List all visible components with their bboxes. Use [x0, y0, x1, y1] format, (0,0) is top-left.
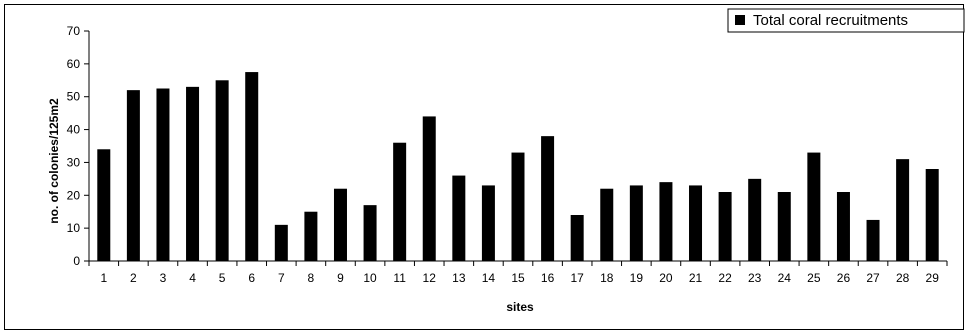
- legend-box: [727, 8, 965, 33]
- y-tick-label: 30: [67, 155, 81, 169]
- bar-site-27: [866, 219, 880, 261]
- bar-site-29: [925, 169, 939, 261]
- bar-site-25: [807, 152, 821, 261]
- bar-site-12: [422, 116, 436, 261]
- bar-site-13: [452, 175, 466, 261]
- y-tick-label: 10: [67, 221, 81, 235]
- y-tick-label: 0: [73, 254, 80, 268]
- x-tick-label: 16: [541, 271, 555, 285]
- x-tick-label: 17: [570, 271, 584, 285]
- bar-site-10: [363, 205, 377, 261]
- y-axis: 0 10 20 30 40 50 60 70: [67, 24, 90, 268]
- x-tick-label: 1: [100, 271, 107, 285]
- x-tick-label: 5: [219, 271, 226, 285]
- y-tick-label: 40: [67, 123, 81, 137]
- x-tick-label: 25: [807, 271, 821, 285]
- x-tick-label: 8: [308, 271, 315, 285]
- bar-site-4: [186, 86, 200, 261]
- legend-label: Total coral recruitments: [753, 12, 908, 29]
- bar-site-11: [393, 142, 407, 261]
- legend-swatch: [735, 15, 745, 25]
- x-tick-label: 20: [659, 271, 673, 285]
- x-tick-label: 27: [866, 271, 880, 285]
- bar-site-17: [570, 215, 584, 261]
- bar-site-19: [629, 185, 643, 261]
- bar-site-23: [748, 178, 762, 261]
- x-tick-label: 3: [160, 271, 167, 285]
- y-tick-label: 70: [67, 24, 81, 38]
- bar-site-21: [689, 185, 703, 261]
- bar-site-8: [304, 211, 318, 261]
- x-tick-label: 9: [337, 271, 344, 285]
- x-tick-label: 15: [511, 271, 525, 285]
- x-tick-label: 21: [689, 271, 703, 285]
- x-tick-label: 19: [630, 271, 644, 285]
- y-axis-title: no. of colonies/125m2: [47, 98, 61, 224]
- bar-site-7: [274, 224, 288, 261]
- bar-site-6: [245, 72, 259, 261]
- legend: Total coral recruitments: [727, 8, 965, 33]
- bar-site-24: [777, 192, 791, 261]
- bar-site-28: [896, 159, 910, 261]
- x-tick-label: 28: [896, 271, 910, 285]
- x-tick-label: 6: [248, 271, 255, 285]
- x-tick-label: 18: [600, 271, 614, 285]
- bar-site-5: [215, 80, 229, 262]
- x-tick-label: 10: [363, 271, 377, 285]
- bar-site-16: [541, 136, 555, 261]
- x-tick-label: 14: [482, 271, 496, 285]
- bar-site-14: [481, 185, 495, 261]
- bar-site-1: [97, 149, 111, 261]
- x-axis: 1 2 3 4 5 6 7 8 9 10 11 12 13 14 15 16 17 18 19 20 21 22 23 24 2…: [88, 260, 948, 285]
- bar-site-18: [600, 188, 614, 261]
- bar-site-15: [511, 152, 525, 261]
- y-tick-label: 50: [67, 90, 81, 104]
- y-tick-label: 60: [67, 57, 81, 71]
- x-tick-label: 24: [778, 271, 792, 285]
- x-tick-label: 2: [130, 271, 137, 285]
- x-tick-label: 29: [926, 271, 940, 285]
- bar-site-26: [836, 192, 850, 261]
- x-tick-label: 13: [452, 271, 466, 285]
- x-tick-label: 26: [837, 271, 851, 285]
- bar-site-2: [126, 90, 140, 262]
- x-tick-label: 4: [189, 271, 196, 285]
- x-axis-title: sites: [506, 300, 534, 314]
- bars: [97, 72, 939, 262]
- bar-site-9: [333, 188, 347, 261]
- bar-site-22: [718, 192, 732, 261]
- x-tick-label: 22: [718, 271, 732, 285]
- bar-site-20: [659, 182, 673, 261]
- x-tick-label: 23: [748, 271, 762, 285]
- bar-site-3: [156, 88, 170, 261]
- x-tick-label: 7: [278, 271, 285, 285]
- x-tick-label: 12: [423, 271, 437, 285]
- y-tick-label: 20: [67, 188, 81, 202]
- x-tick-label: 11: [393, 271, 406, 285]
